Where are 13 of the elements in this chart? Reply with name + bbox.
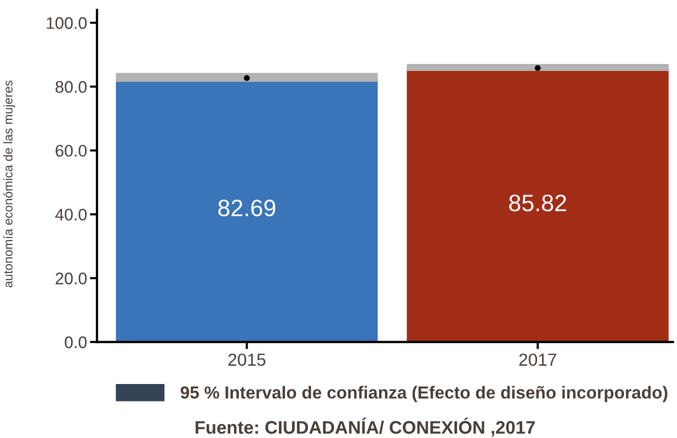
y-tick-label: 60.0 (56, 144, 87, 157)
x-tick-label: 2017 (519, 354, 556, 366)
y-tick-label: 0.0 (64, 336, 87, 348)
y-tick-label: 40.0 (55, 208, 87, 221)
y-axis-title: autonomía económica de las mujeres (3, 80, 15, 288)
y-tick-label: 80.0 (56, 81, 87, 93)
data-label: 85.82 (509, 194, 566, 212)
x-tick-label: 2015 (228, 354, 266, 366)
y-tick-label: 20.0 (56, 272, 87, 284)
data-label: 82.69 (218, 200, 276, 216)
source-note: Fuente: CIUDADANÍA/ CONEXIÓN ,2017 (196, 418, 535, 436)
text: 95 % Intervalo de confianza (Efecto de diseño incorporado) (180, 386, 668, 402)
y-tick-label: 100.0 (46, 17, 87, 29)
